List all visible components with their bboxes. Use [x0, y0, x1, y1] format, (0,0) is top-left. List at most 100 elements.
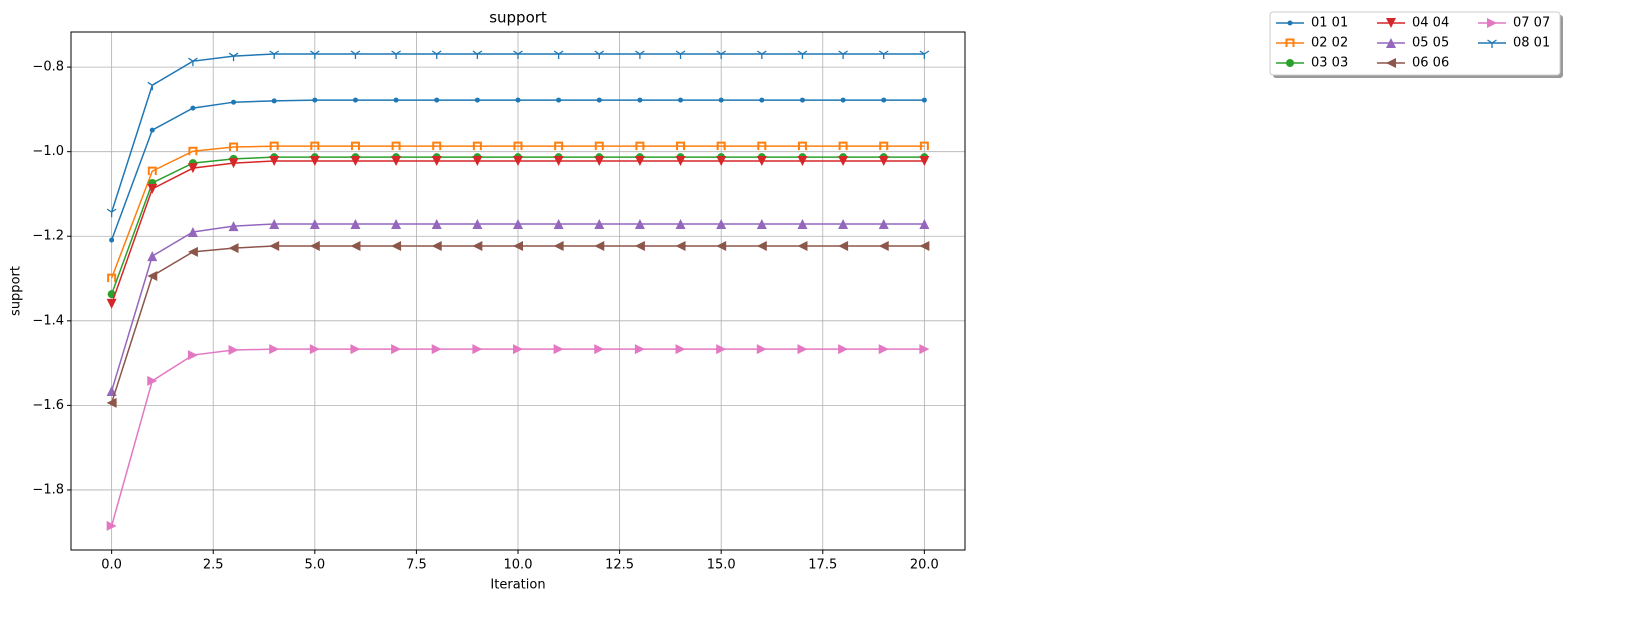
- data-point: [269, 141, 279, 151]
- data-point: [107, 273, 117, 283]
- x-tick-label: 0.0: [101, 558, 122, 573]
- data-point: [149, 127, 155, 133]
- data-point: [431, 50, 442, 59]
- data-point: [147, 166, 157, 176]
- x-tick-label: 2.5: [203, 558, 224, 573]
- data-point: [269, 218, 280, 229]
- data-point: [187, 350, 198, 361]
- data-point: [393, 97, 399, 103]
- x-tick-label: 5.0: [304, 558, 325, 573]
- data-point: [147, 81, 158, 91]
- data-point: [188, 57, 198, 67]
- data-point: [309, 344, 320, 355]
- x-tick-label: 20.0: [910, 558, 939, 573]
- data-point: [594, 344, 605, 355]
- data-point: [187, 227, 198, 238]
- data-point: [147, 375, 158, 386]
- data-point: [106, 298, 117, 309]
- data-point: [756, 344, 767, 355]
- data-point: [350, 240, 361, 251]
- data-point: [799, 97, 805, 103]
- data-point: [759, 97, 765, 103]
- data-point: [269, 50, 280, 59]
- data-point: [594, 155, 605, 166]
- data-point: [229, 142, 239, 152]
- data-point: [919, 50, 930, 59]
- y-tick-label: −1.6: [32, 398, 64, 413]
- data-point: [432, 141, 442, 151]
- legend-marker: [1285, 38, 1295, 47]
- data-point: [878, 344, 889, 355]
- data-point: [797, 344, 808, 355]
- data-point: [838, 141, 848, 151]
- data-point: [635, 141, 645, 151]
- data-point: [553, 50, 564, 59]
- data-point: [553, 344, 564, 355]
- legend-label: 07 07: [1513, 16, 1550, 31]
- data-point: [515, 97, 521, 103]
- data-point: [109, 237, 115, 243]
- data-point: [756, 218, 767, 229]
- x-tick-label: 17.5: [808, 558, 837, 573]
- data-point: [474, 97, 480, 103]
- data-point: [676, 141, 686, 151]
- data-point: [271, 98, 277, 104]
- data-point: [554, 141, 564, 151]
- data-point: [675, 344, 686, 355]
- data-point: [594, 50, 605, 59]
- data-point: [228, 243, 239, 254]
- data-point: [431, 218, 442, 229]
- chart-title: support: [489, 9, 547, 27]
- data-point: [716, 218, 727, 229]
- legend-marker: [1287, 20, 1293, 26]
- x-tick-label: 10.0: [504, 558, 533, 573]
- data-point: [718, 97, 724, 103]
- data-point: [391, 141, 401, 151]
- data-point: [797, 50, 808, 59]
- data-point: [716, 344, 727, 355]
- data-point: [228, 158, 239, 169]
- data-point: [797, 218, 808, 229]
- data-point: [634, 218, 645, 229]
- legend-label: 06 06: [1412, 56, 1449, 71]
- data-point: [919, 155, 930, 166]
- data-point: [596, 97, 602, 103]
- data-point: [472, 155, 483, 166]
- data-point: [797, 240, 808, 251]
- data-point: [309, 218, 320, 229]
- data-point: [797, 155, 808, 166]
- data-point: [838, 50, 848, 59]
- data-point: [716, 141, 726, 151]
- data-point: [878, 155, 889, 166]
- data-point: [513, 141, 523, 151]
- legend-marker: [1386, 18, 1396, 28]
- data-point: [106, 208, 117, 218]
- data-point: [878, 240, 889, 251]
- data-point: [594, 218, 605, 229]
- data-point: [553, 218, 564, 229]
- data-point: [513, 344, 523, 355]
- data-point: [472, 344, 483, 355]
- data-point: [350, 141, 360, 151]
- data-point: [594, 141, 604, 151]
- data-point: [228, 52, 239, 62]
- data-point: [310, 141, 320, 151]
- y-tick-label: −0.8: [32, 60, 64, 75]
- data-point: [350, 218, 361, 229]
- data-point: [553, 240, 564, 251]
- data-point: [106, 520, 117, 531]
- data-point: [431, 240, 442, 251]
- y-axis-label: support: [9, 266, 24, 316]
- data-point: [878, 50, 889, 59]
- data-point: [675, 50, 686, 59]
- data-point: [147, 270, 158, 281]
- y-tick-label: −1.8: [32, 482, 64, 497]
- data-point: [147, 251, 158, 262]
- data-point: [187, 246, 198, 257]
- data-point: [675, 218, 686, 229]
- data-point: [391, 240, 402, 251]
- data-point: [391, 50, 401, 59]
- data-point: [716, 155, 727, 166]
- data-point: [840, 97, 846, 103]
